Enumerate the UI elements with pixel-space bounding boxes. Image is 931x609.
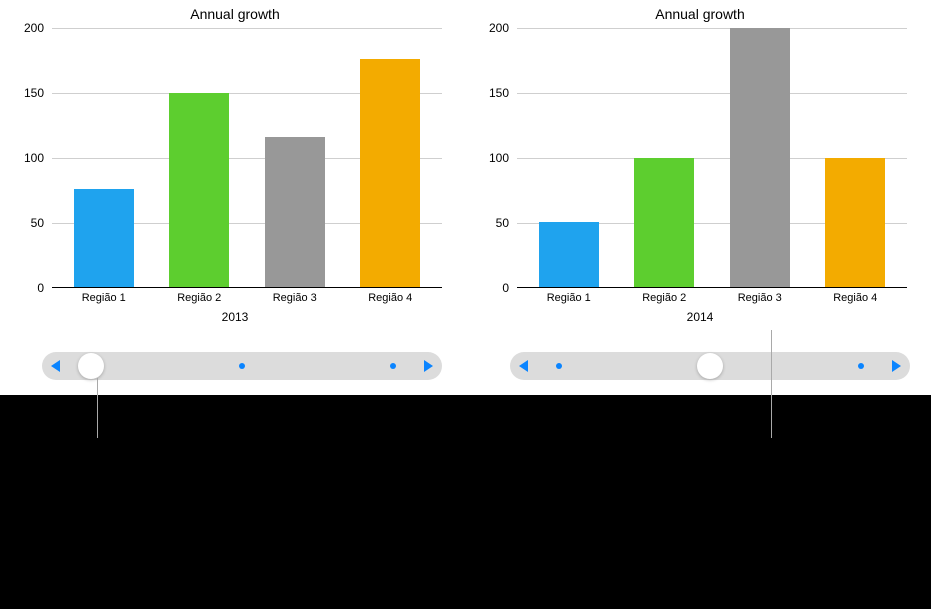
triangle-left-icon <box>517 359 531 373</box>
x-tick-label: Região 1 <box>74 292 134 304</box>
x-tick-label: Região 4 <box>360 292 420 304</box>
bar <box>539 222 599 287</box>
y-tick-label: 100 <box>489 151 517 165</box>
x-tick-label: Região 4 <box>825 292 885 304</box>
plot-area: 050100150200 <box>52 28 442 288</box>
chart-panel-right: Annual growth 050100150200 Região 1Regiã… <box>475 0 925 345</box>
bar <box>74 189 134 287</box>
slider-inner[interactable] <box>70 352 414 380</box>
triangle-left-icon <box>49 359 63 373</box>
x-axis-labels: Região 1 Região 2 Região 3 Região 4 <box>517 288 907 304</box>
bar <box>634 158 694 288</box>
y-tick-label: 0 <box>37 281 52 295</box>
x-axis-line <box>517 287 907 288</box>
x-tick-label: Região 2 <box>634 292 694 304</box>
bar <box>169 93 229 287</box>
y-tick-label: 50 <box>496 216 517 230</box>
y-tick-label: 150 <box>489 86 517 100</box>
slider-stop-dot <box>390 363 396 369</box>
bottom-black-region <box>0 395 931 609</box>
year-label: 2014 <box>475 310 925 324</box>
bar <box>825 158 885 288</box>
plot-area: 050100150200 <box>517 28 907 288</box>
slider-stop-dot <box>556 363 562 369</box>
x-tick-label: Região 3 <box>265 292 325 304</box>
prev-arrow-button[interactable] <box>510 352 538 380</box>
callout-line <box>771 330 772 438</box>
bars-group <box>517 28 907 287</box>
bar <box>730 28 790 287</box>
x-axis-labels: Região 1 Região 2 Região 3 Região 4 <box>52 288 442 304</box>
slider-inner[interactable] <box>538 352 882 380</box>
bar <box>360 59 420 287</box>
chart-panel-left: Annual growth 050100150200 Região 1Regiã… <box>10 0 460 345</box>
y-tick-label: 0 <box>502 281 517 295</box>
triangle-right-icon <box>421 359 435 373</box>
timeline-slider-left <box>42 352 442 380</box>
year-label: 2013 <box>10 310 460 324</box>
x-tick-label: Região 3 <box>730 292 790 304</box>
timeline-slider-right <box>510 352 910 380</box>
chart-title: Annual growth <box>10 0 460 28</box>
chart-title: Annual growth <box>475 0 925 28</box>
bar <box>265 137 325 287</box>
x-tick-label: Região 2 <box>169 292 229 304</box>
y-tick-label: 50 <box>31 216 52 230</box>
y-tick-label: 200 <box>489 21 517 35</box>
prev-arrow-button[interactable] <box>42 352 70 380</box>
slider-stop-dot <box>239 363 245 369</box>
triangle-right-icon <box>889 359 903 373</box>
next-arrow-button[interactable] <box>882 352 910 380</box>
slider-track <box>510 352 910 380</box>
slider-thumb[interactable] <box>78 353 104 379</box>
x-axis-line <box>52 287 442 288</box>
slider-track <box>42 352 442 380</box>
y-tick-label: 200 <box>24 21 52 35</box>
y-tick-label: 150 <box>24 86 52 100</box>
slider-stop-dot <box>858 363 864 369</box>
x-tick-label: Região 1 <box>539 292 599 304</box>
y-tick-label: 100 <box>24 151 52 165</box>
callout-line <box>97 378 98 438</box>
bars-group <box>52 28 442 287</box>
next-arrow-button[interactable] <box>414 352 442 380</box>
slider-thumb[interactable] <box>697 353 723 379</box>
